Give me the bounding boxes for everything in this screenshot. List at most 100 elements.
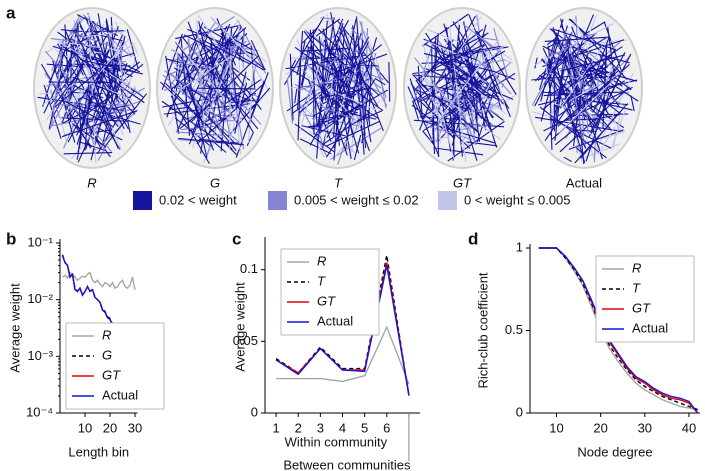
edge <box>198 41 254 133</box>
edge <box>543 91 625 97</box>
edge <box>170 95 210 164</box>
edge <box>318 104 356 121</box>
edge <box>126 29 139 70</box>
edge <box>310 51 344 85</box>
edge <box>364 31 379 66</box>
y-tick-label: 10⁻¹ <box>27 234 53 249</box>
edge <box>481 37 497 41</box>
edge <box>69 16 83 33</box>
legend-label: 0.02 < weight <box>159 192 237 207</box>
edge <box>312 86 363 117</box>
edge <box>422 43 455 160</box>
legend-box <box>595 255 695 343</box>
edge <box>427 29 513 64</box>
edge <box>247 72 269 128</box>
x-tick-label: 5 <box>361 420 368 435</box>
edge <box>52 66 84 107</box>
edge <box>41 63 92 149</box>
legend-label: T <box>317 273 326 288</box>
edge <box>54 48 140 100</box>
panel-label: b <box>6 229 16 248</box>
edge <box>82 48 112 131</box>
y-tick-label: 10⁻² <box>27 291 53 306</box>
edge <box>563 156 572 163</box>
legend-label: T <box>632 280 641 295</box>
edge <box>374 77 386 86</box>
edge <box>476 90 495 143</box>
edge <box>316 20 328 159</box>
legend-swatch <box>268 191 287 210</box>
edge <box>77 84 90 153</box>
edge <box>85 106 100 150</box>
edge <box>44 73 112 153</box>
edge <box>52 71 98 109</box>
x-tick-label: 10 <box>549 420 563 435</box>
network-label: R <box>87 175 96 190</box>
legend-label: R <box>632 260 641 275</box>
edge <box>420 84 499 98</box>
edge <box>52 60 76 143</box>
edge <box>300 54 365 88</box>
edge <box>286 79 294 124</box>
edge <box>630 95 635 112</box>
legend-label: R <box>317 253 326 268</box>
edge <box>437 116 440 157</box>
edge <box>198 36 239 137</box>
legend-swatch <box>133 191 152 210</box>
edge <box>175 53 179 80</box>
edge <box>359 69 367 149</box>
edge <box>561 39 608 107</box>
legend-label: GT <box>632 300 651 315</box>
edge <box>187 48 210 91</box>
edge <box>575 146 583 154</box>
edge <box>466 81 507 115</box>
edge <box>421 70 446 135</box>
edge <box>333 44 353 67</box>
legend-box <box>65 322 165 410</box>
edge <box>569 72 593 87</box>
edge <box>412 74 466 127</box>
edge <box>468 51 486 68</box>
edge <box>187 38 191 59</box>
x-tick-label: 20 <box>103 420 117 435</box>
edge <box>316 66 338 142</box>
edge <box>92 80 105 120</box>
edge <box>570 70 626 101</box>
edge <box>413 41 434 103</box>
edge <box>333 72 340 137</box>
edge <box>432 127 436 155</box>
edge <box>50 38 65 127</box>
edge <box>476 30 517 95</box>
edge <box>484 64 512 95</box>
edge <box>461 40 490 126</box>
edge <box>333 91 376 111</box>
edge <box>78 99 82 133</box>
x-tick-label: 30 <box>128 420 142 435</box>
edge <box>333 71 361 149</box>
edge <box>84 88 91 151</box>
series-line <box>538 247 699 411</box>
legend-label: Actual <box>632 320 668 335</box>
y-tick-label: 0.1 <box>240 261 258 276</box>
edge <box>569 18 628 81</box>
network <box>37 12 148 164</box>
edge <box>547 42 556 49</box>
edge <box>434 33 439 71</box>
edge <box>444 73 454 134</box>
edge <box>309 130 326 158</box>
edge <box>581 15 597 51</box>
legend-label: 0 < weight ≤ 0.005 <box>464 192 571 207</box>
edge <box>242 28 245 68</box>
edge <box>318 36 327 101</box>
edge <box>576 145 578 153</box>
edge <box>534 57 538 69</box>
edge <box>82 96 105 109</box>
edge <box>58 41 125 52</box>
x-tick-label: 3 <box>317 420 324 435</box>
edge <box>531 37 569 106</box>
edge <box>425 43 465 65</box>
edge <box>585 96 589 134</box>
edge <box>289 53 294 121</box>
edge <box>181 16 235 52</box>
